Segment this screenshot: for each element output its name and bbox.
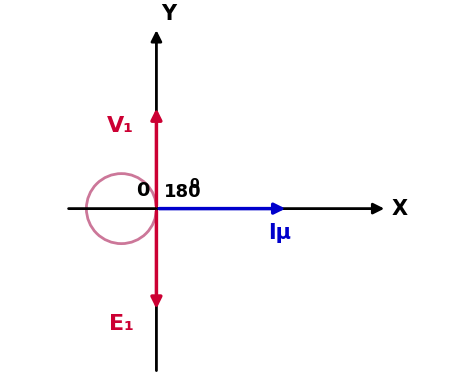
Text: 0: 0 bbox=[136, 180, 149, 200]
Text: 0: 0 bbox=[189, 177, 199, 191]
Text: Y: Y bbox=[161, 4, 176, 24]
Text: E₁: E₁ bbox=[109, 314, 134, 334]
Text: X: X bbox=[392, 199, 408, 219]
Text: Iμ: Iμ bbox=[268, 223, 292, 243]
Text: 180: 180 bbox=[164, 183, 202, 201]
Text: V₁: V₁ bbox=[107, 116, 134, 136]
